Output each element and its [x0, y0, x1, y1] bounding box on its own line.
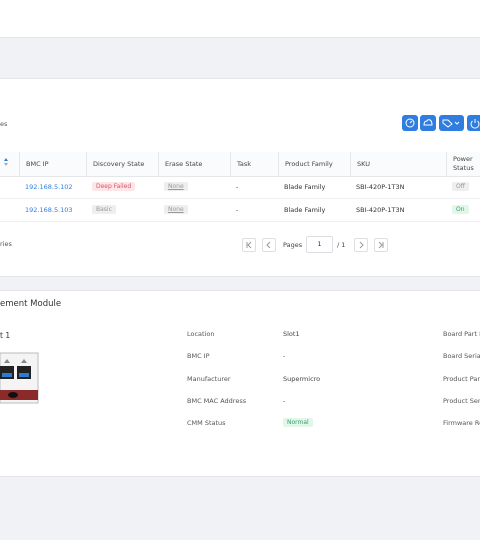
column-title: Product Family	[285, 159, 333, 168]
column-header: Task	[230, 152, 278, 176]
detail-label: Product Seri	[443, 397, 480, 405]
detail-label: Board Part N	[443, 330, 480, 338]
column-header: Power Status	[446, 152, 480, 176]
last-page[interactable]	[374, 238, 388, 252]
cell: -	[236, 183, 239, 191]
column-title: SKU	[357, 159, 370, 168]
action-button[interactable]	[402, 115, 418, 131]
detail-value: Normal	[283, 418, 313, 427]
icon	[405, 118, 415, 128]
table-row	[0, 176, 480, 199]
cell: 192.168.5.103	[25, 206, 73, 214]
column-title: Task	[237, 159, 252, 168]
column-header: Erase State	[158, 152, 230, 176]
detail-label: Board Serial	[443, 352, 480, 360]
detail-label: Location	[187, 330, 215, 338]
action-button[interactable]	[439, 115, 464, 131]
prev-page[interactable]	[262, 238, 276, 252]
footer-text: ries	[0, 240, 12, 248]
detail-label: Product Part	[443, 375, 480, 383]
icon	[378, 241, 384, 249]
icon	[246, 241, 252, 249]
status-badge: On	[452, 205, 469, 214]
icon	[423, 119, 433, 126]
cell: SBI-420P-1T3N	[356, 206, 405, 214]
icon	[442, 119, 460, 128]
status-badge: None	[164, 205, 188, 214]
first-page[interactable]	[242, 238, 256, 252]
column-title: Erase State	[165, 159, 203, 168]
icon	[266, 241, 271, 249]
column-header: BMC IP	[19, 152, 86, 176]
cell: Blade Family	[284, 206, 326, 214]
page-input[interactable]: 1	[306, 236, 333, 253]
detail-value: Supermicro	[283, 375, 321, 383]
detail-label: Manufacturer	[187, 375, 231, 383]
column-header: SKU	[350, 152, 446, 176]
cell: -	[236, 206, 239, 214]
pages-label: Pages	[283, 241, 303, 249]
column-title: Discovery State	[93, 159, 145, 168]
cell: SBI-420P-1T3N	[356, 183, 405, 191]
status-badge: None	[164, 182, 188, 191]
detail-label: BMC IP	[187, 352, 210, 360]
detail-label: BMC MAC Address	[187, 397, 247, 405]
status-badge: Off	[452, 182, 469, 191]
action-button[interactable]	[420, 115, 436, 131]
action-button[interactable]	[467, 115, 480, 131]
table-header	[0, 152, 480, 177]
detail-value: Slot1	[283, 330, 300, 338]
next-page[interactable]	[354, 238, 368, 252]
caption: es	[0, 120, 8, 128]
icon	[359, 241, 364, 249]
module-title: ement Module	[0, 299, 62, 309]
top-panel	[0, 0, 480, 38]
cell: 192.168.5.102	[25, 183, 73, 191]
list-panel: es	[0, 78, 480, 277]
column-title: BMC IP	[26, 159, 49, 168]
sort-icon	[4, 158, 8, 166]
detail-value: -	[283, 352, 286, 360]
table-row	[0, 199, 480, 222]
slot-label: t 1	[0, 331, 11, 340]
device-image	[0, 352, 39, 404]
column-title: Power Status	[453, 155, 474, 172]
status-badge: Deep Failed	[92, 182, 136, 191]
detail-label: CMM Status	[187, 419, 226, 427]
module-panel: ement Module t 1	[0, 290, 480, 477]
column-header: Discovery State	[86, 152, 158, 176]
page-total: / 1	[337, 241, 346, 249]
status-badge: Basic	[92, 205, 116, 214]
icon	[470, 119, 480, 129]
cell: Blade Family	[284, 183, 326, 191]
detail-label: Firmware Re	[443, 419, 480, 427]
column-header: Product Family	[278, 152, 350, 176]
detail-value: -	[283, 397, 286, 405]
